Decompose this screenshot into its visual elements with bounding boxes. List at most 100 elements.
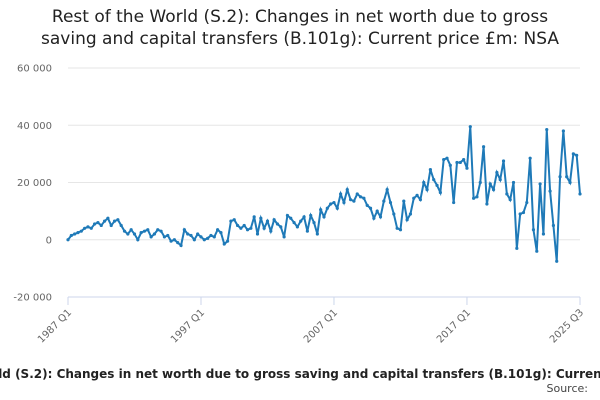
data-point [96,220,100,225]
data-point [102,219,107,223]
footer-source: Source: [547,382,589,395]
data-point [545,127,549,132]
data-point [83,226,87,230]
data-point [402,199,406,203]
data-point [531,228,536,232]
data-point [362,196,366,200]
data-point [66,238,70,242]
data-point [289,216,293,220]
data-point [345,188,349,192]
data-point [176,241,180,245]
data-point [159,229,163,233]
data-point [172,238,176,242]
data-point [295,225,300,229]
data-point [518,212,522,216]
data-point [468,125,472,129]
data-point [169,239,173,243]
data-point [73,232,77,236]
data-point [565,175,569,179]
data-point [325,206,329,210]
data-point [76,230,80,235]
data-point [412,196,416,200]
data-point [358,195,363,199]
data-point [525,200,529,205]
data-point [262,226,266,230]
data-point [69,233,73,238]
data-point [428,168,432,172]
data-point [378,215,383,219]
data-point [382,199,386,203]
data-point [156,228,160,232]
data-point [478,180,482,185]
x-tick-label: 2007 Q1 [302,307,340,345]
data-point [418,198,423,202]
series-line [67,126,581,262]
data-point [319,208,323,212]
data-point [315,232,319,236]
data-point [219,230,223,235]
data-point [541,232,546,236]
data-point [149,235,153,239]
data-point [242,223,246,228]
data-point [515,246,519,250]
data-point [275,222,280,226]
data-point [132,232,137,236]
data-point [335,206,339,210]
y-tick-label: 0 [46,235,52,246]
data-point [508,198,512,202]
chart-title: Rest of the World (S.2): Changes in net … [41,7,559,49]
data-point [152,232,157,236]
data-point [458,160,462,165]
data-point [166,233,170,238]
data-point [92,222,97,226]
data-point [442,158,446,162]
data-point [99,223,103,228]
x-tick-label: 2025 Q3 [548,307,586,345]
data-point [329,202,333,206]
data-point [455,160,459,165]
data-point [575,153,579,157]
data-point [425,188,429,192]
data-point [365,203,369,207]
data-point [209,233,213,238]
data-point [432,178,436,182]
x-tick-label: 1987 Q1 [36,307,74,345]
data-point [282,235,286,239]
data-point [252,215,256,219]
data-point [568,180,572,185]
data-point [488,182,492,186]
data-point [216,228,220,232]
data-point [109,223,113,228]
data-point [395,226,399,230]
data-point [368,206,373,210]
data-point [445,156,449,160]
data-point [146,228,150,232]
data-point [422,180,426,185]
data-point [472,196,476,200]
data-point [462,158,466,162]
data-point [309,213,313,218]
data-point [222,242,226,246]
data-point [279,225,283,229]
data-point [229,219,233,223]
data-point [255,232,260,236]
data-point [245,228,250,232]
data-point [272,218,276,222]
data-point [561,129,565,133]
data-point [438,190,442,195]
data-point [116,218,120,222]
data-point [299,219,303,223]
data-point [119,223,123,228]
data-point [405,218,409,222]
data-point [139,230,143,235]
data-point [388,200,393,205]
y-tick-label: 60 000 [17,64,52,75]
data-point [129,228,133,232]
x-tick-label: 1997 Q1 [169,307,207,345]
data-point [192,238,196,242]
data-point [348,198,353,202]
data-point [86,225,90,229]
data-point [485,202,489,206]
data-point [249,226,253,230]
